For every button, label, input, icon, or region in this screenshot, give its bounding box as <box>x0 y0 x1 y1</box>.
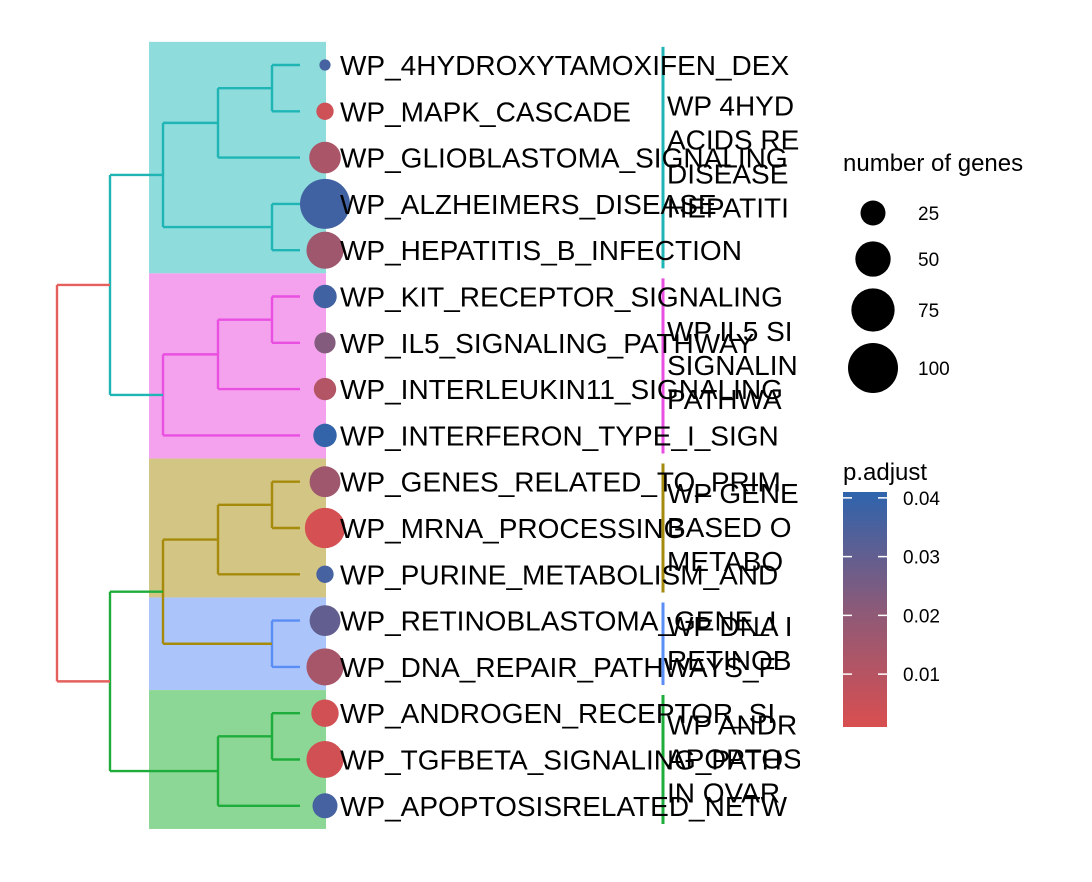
size-legend-label: 100 <box>918 359 950 380</box>
term-dot <box>311 699 339 727</box>
term-dot <box>313 377 337 401</box>
cluster-label-line: IN OVAR <box>667 778 780 809</box>
dendrogram <box>55 63 300 807</box>
term-dot <box>304 507 346 549</box>
term-label: WP_TGFBETA_SIGNALING_PATH <box>340 745 782 776</box>
cluster-label-line: WP DNA I <box>667 611 793 642</box>
cluster-label-line: METABO <box>667 546 783 577</box>
color-legend-label: 0.03 <box>903 548 940 569</box>
term-label: WP_PURINE_METABOLISM_AND <box>340 559 778 590</box>
term-dot <box>309 141 341 174</box>
term-labels: WP_4HYDROXYTAMOXIFEN_DEX WP_MAPK_CASCADE W… <box>340 50 789 822</box>
term-label: WP_GENES_RELATED_TO_PRIM <box>340 467 781 498</box>
size-legend-label: 50 <box>918 250 939 271</box>
size-legend-dot <box>855 241 891 277</box>
term-label: WP_MRNA_PROCESSING <box>340 513 685 544</box>
color-legend-label: 0.01 <box>903 665 940 686</box>
size-legend-title: number of genes <box>843 150 1023 177</box>
term-label: WP_GLIOBLASTOMA_SIGNALING <box>340 143 788 174</box>
term-label: WP_ANDROGEN_RECEPTOR_SI <box>340 698 775 729</box>
size-legend-dot <box>851 288 895 332</box>
cluster-label-line: RETINOB <box>667 645 791 676</box>
term-dot <box>316 102 334 120</box>
size-legend-dot <box>848 343 898 393</box>
term-dot <box>309 605 341 637</box>
cluster-label-line: APOPTOS <box>667 744 802 775</box>
size-legend-dot <box>860 200 886 226</box>
term-label: WP_APOPTOSISRELATED_NETW <box>340 791 788 822</box>
term-label: WP_IL5_SIGNALING_PATHWAY <box>340 328 755 359</box>
term-dot <box>316 565 334 583</box>
term-dot <box>300 178 350 229</box>
cluster-label-line: DISEASE <box>667 159 788 190</box>
term-label: WP_KIT_RECEPTOR_SIGNALING <box>340 282 783 313</box>
cluster-label-line: WP ANDR <box>667 710 797 741</box>
size-legend-label: 25 <box>918 204 939 225</box>
color-legend-bar <box>843 492 887 727</box>
term-dot <box>314 332 336 354</box>
term-label: WP_INTERLEUKIN11_SIGNALING <box>340 374 783 405</box>
term-dot <box>309 466 341 498</box>
term-dot <box>306 231 344 269</box>
color-legend: p.adjust 0.04 0.03 0.02 0.01 <box>843 459 940 727</box>
term-dot <box>313 284 337 309</box>
cluster-label-line: WP 4HYD <box>667 91 794 122</box>
term-label: WP_ALZHEIMERS_DISEASE <box>340 189 717 220</box>
cluster-label-line: HEPATITI <box>667 193 789 224</box>
term-label: WP_MAPK_CASCADE <box>340 96 631 127</box>
term-label: WP_INTERFERON_TYPE_I_SIGN <box>340 420 779 451</box>
term-label: WP_RETINOBLASTOMA_GENE_I <box>340 606 777 637</box>
term-dot <box>313 423 337 448</box>
term-dot <box>319 59 331 71</box>
color-legend-label: 0.02 <box>903 606 940 627</box>
cluster-label-line: WP IL5 SI <box>667 316 793 347</box>
color-legend-label: 0.04 <box>903 489 940 510</box>
term-label: WP_HEPATITIS_B_INFECTION <box>340 235 742 266</box>
size-legend: number of genes 25 50 75 100 <box>843 150 1023 393</box>
color-legend-title: p.adjust <box>843 459 927 486</box>
term-dot <box>312 793 338 819</box>
cluster-label-line: WP GENE <box>667 478 799 509</box>
cluster-label-line: SIGNALIN <box>667 350 798 381</box>
term-dot <box>306 648 344 686</box>
cluster-label-line: BASED O <box>667 512 791 543</box>
term-label: WP_DNA_REPAIR_PATHWAYS_F <box>340 652 776 683</box>
term-dots <box>300 59 350 819</box>
cluster-label-line: PATHWA <box>667 384 782 415</box>
term-dot <box>306 740 344 779</box>
term-label: WP_4HYDROXYTAMOXIFEN_DEX <box>340 50 789 81</box>
cluster-label-line: ACIDS RE <box>667 125 799 156</box>
size-legend-label: 75 <box>918 301 939 322</box>
cluster-band <box>149 273 326 459</box>
